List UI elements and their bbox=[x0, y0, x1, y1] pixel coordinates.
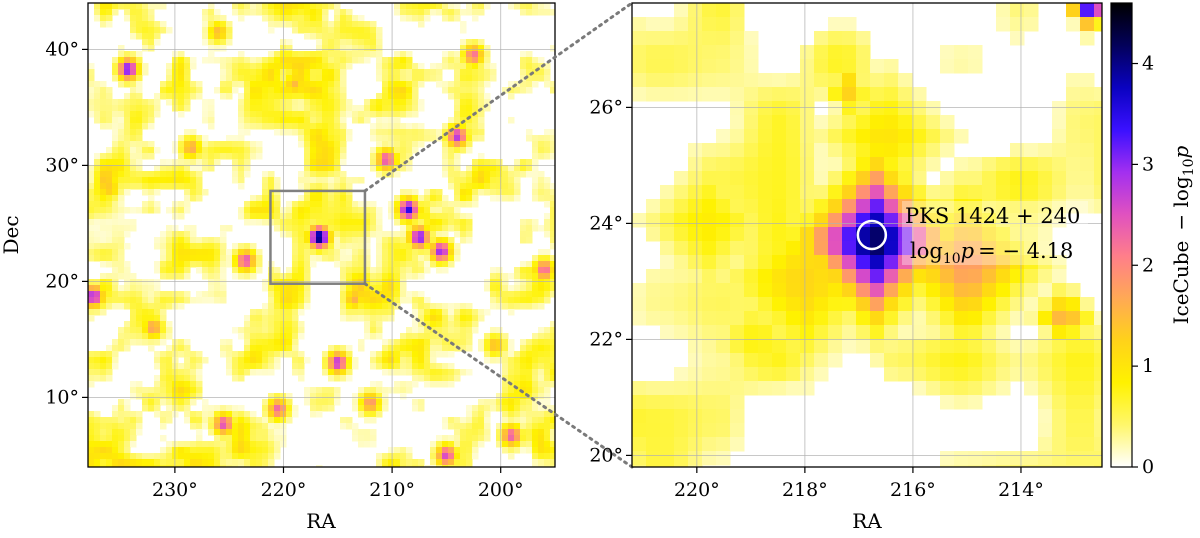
left-x-axis-label: RA bbox=[306, 509, 336, 533]
right-x-tick-label-2: 216° bbox=[890, 479, 936, 501]
right-y-tick-label-3: 26° bbox=[589, 96, 623, 118]
left-y-tick-label-2: 30° bbox=[45, 154, 79, 176]
right-x-axis-label: RA bbox=[852, 509, 882, 533]
left-x-ticks: 230° 220° 210° 200° bbox=[152, 467, 524, 501]
source-marker bbox=[856, 219, 888, 251]
left-y-tick-label-1: 20° bbox=[45, 270, 79, 292]
left-axes-frame bbox=[87, 2, 556, 468]
colorbar: 0 1 2 3 4 IceCube− log10p bbox=[1110, 2, 1197, 478]
right-heatmap bbox=[632, 3, 1102, 467]
right-x-tick-label-1: 218° bbox=[782, 479, 828, 501]
left-x-tick-label-0: 230° bbox=[152, 479, 198, 501]
right-x-tick-label-3: 214° bbox=[998, 479, 1044, 501]
left-x-tick-label-1: 220° bbox=[261, 479, 307, 501]
left-y-ticks: 10° 20° 30° 40° bbox=[45, 38, 88, 408]
colorbar-tick-label-3: 3 bbox=[1142, 153, 1154, 175]
source-log10p: log10p = − 4.18 bbox=[910, 239, 1073, 267]
left-panel: 230° 220° 210° 200° 10° 20° 30° 40° RA Dec bbox=[0, 2, 556, 533]
right-y-ticks: 20° 22° 24° 26° bbox=[589, 96, 632, 466]
colorbar-tick-label-1: 1 bbox=[1142, 355, 1154, 377]
right-x-tick-label-0: 220° bbox=[674, 479, 720, 501]
source-log10p-value: = − 4.18 bbox=[978, 239, 1073, 263]
colorbar-ticks: 0 1 2 3 4 bbox=[1132, 53, 1154, 478]
colorbar-tick-label-4: 4 bbox=[1142, 53, 1154, 75]
left-gridlines bbox=[88, 3, 555, 467]
left-x-tick-label-2: 210° bbox=[369, 479, 415, 501]
source-annotation: PKS 1424 + 240 log10p = − 4.18 bbox=[902, 201, 1088, 267]
colorbar-tick-label-0: 0 bbox=[1142, 456, 1154, 478]
colorbar-label-text: IceCube bbox=[1169, 241, 1193, 325]
colorbar-label: IceCube− log10p bbox=[1169, 145, 1197, 324]
right-y-tick-label-2: 24° bbox=[589, 212, 623, 234]
colorbar-gradient bbox=[1110, 2, 1133, 468]
right-axes-frame bbox=[631, 2, 1103, 468]
source-name: PKS 1424 + 240 bbox=[905, 204, 1080, 228]
left-x-tick-label-3: 200° bbox=[478, 479, 524, 501]
left-y-tick-label-0: 10° bbox=[45, 386, 79, 408]
right-x-ticks: 220° 218° 216° 214° bbox=[674, 467, 1044, 501]
left-y-axis-label: Dec bbox=[0, 215, 23, 254]
right-gridlines bbox=[632, 3, 1102, 467]
zoom-connector-bottom bbox=[363, 282, 634, 469]
left-heatmap bbox=[88, 3, 555, 467]
right-y-tick-label-1: 22° bbox=[589, 328, 623, 350]
right-y-tick-label-0: 20° bbox=[589, 444, 623, 466]
zoom-box bbox=[269, 189, 367, 285]
colorbar-tick-label-2: 2 bbox=[1142, 254, 1154, 276]
right-panel: PKS 1424 + 240 log10p = − 4.18 220° 218° 21… bbox=[589, 2, 1103, 533]
zoom-connector-top bbox=[363, 1, 634, 193]
left-y-tick-label-3: 40° bbox=[45, 38, 79, 60]
